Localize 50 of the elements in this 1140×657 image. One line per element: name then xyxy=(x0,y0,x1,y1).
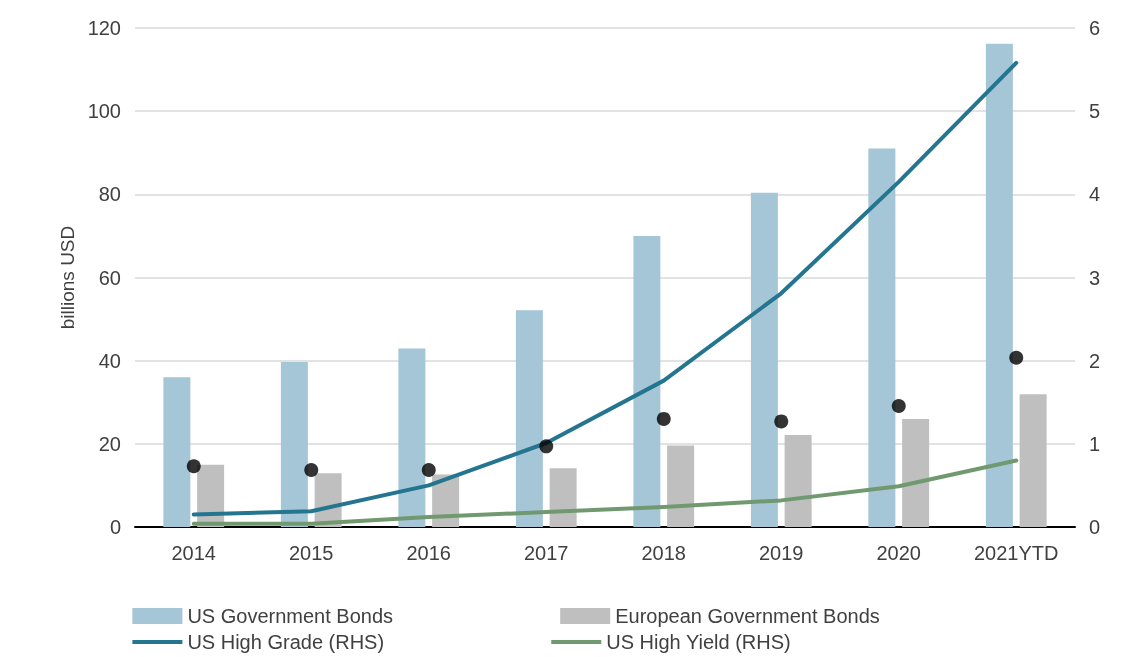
bar xyxy=(667,445,695,527)
legend-label: European Government Bonds xyxy=(615,605,1008,627)
line-series xyxy=(191,60,1019,517)
point xyxy=(891,399,906,413)
point xyxy=(774,414,789,429)
y-tick-label: 100 xyxy=(87,100,121,123)
bar xyxy=(163,377,191,527)
x-tick-label: 2020 xyxy=(876,542,921,564)
legend-label: US High Grade (RHS) xyxy=(187,631,546,653)
y2-tick-label: 1 xyxy=(1089,432,1101,455)
bar xyxy=(750,192,778,527)
bar xyxy=(398,348,426,527)
y-tick-label: 40 xyxy=(98,349,121,372)
y2-tick-label: 2 xyxy=(1089,349,1101,372)
y-tick-label: 0 xyxy=(109,516,121,538)
bar xyxy=(868,148,896,527)
legend-label: US Government Bonds xyxy=(187,605,555,627)
line-series xyxy=(191,458,1019,526)
y-tick-label: 60 xyxy=(98,266,121,289)
y-tick-label: 80 xyxy=(98,183,121,206)
x-tick-label: 2015 xyxy=(289,542,334,564)
bar xyxy=(985,43,1013,527)
point xyxy=(186,459,201,474)
x-tick-label: 2021YTD xyxy=(974,542,1059,564)
point xyxy=(539,439,554,454)
bar xyxy=(549,468,577,527)
point xyxy=(656,411,671,426)
bar xyxy=(633,235,661,527)
bar xyxy=(515,310,543,527)
x-tick-label: 2014 xyxy=(171,542,216,564)
y2-tick-label: 5 xyxy=(1089,100,1101,123)
x-tick-label: 2019 xyxy=(759,542,804,564)
bar xyxy=(784,435,812,527)
y-axis-title: billions USD xyxy=(56,225,78,330)
x-tick-label: 2018 xyxy=(641,542,686,564)
point xyxy=(1009,350,1024,365)
x-tick-label: 2016 xyxy=(406,542,451,564)
y2-tick-label: 3 xyxy=(1089,266,1101,289)
x-tick-label: 2017 xyxy=(524,542,569,564)
point xyxy=(421,463,436,478)
y-tick-label: 20 xyxy=(98,432,121,455)
y2-tick-label: 6 xyxy=(1089,17,1101,39)
bar xyxy=(902,418,930,527)
y2-tick-label: 0 xyxy=(1089,516,1101,538)
point xyxy=(304,463,319,478)
y2-tick-label: 4 xyxy=(1089,183,1101,206)
bar xyxy=(1019,394,1047,527)
bar xyxy=(280,361,308,527)
legend-label: US High Yield (RHS) xyxy=(606,631,952,653)
y-tick-label: 120 xyxy=(87,17,121,39)
